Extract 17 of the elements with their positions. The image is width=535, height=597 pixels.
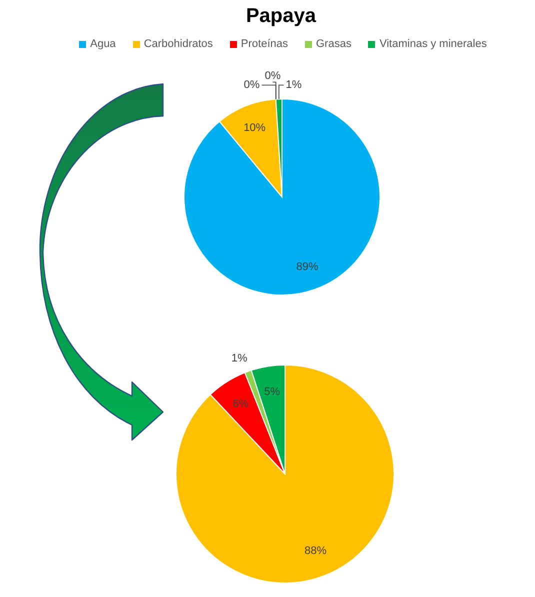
data-label: 1% xyxy=(231,352,248,364)
data-label: 88% xyxy=(304,545,327,558)
legend-label: Vitaminas y minerales xyxy=(379,38,487,50)
data-label: 10% xyxy=(244,122,266,134)
text: 0% xyxy=(264,70,281,82)
legend-label: Proteínas xyxy=(240,38,288,50)
legend-label: Carbohidratos xyxy=(144,38,213,50)
data-label: 89% xyxy=(296,261,318,274)
chart-title: Papaya xyxy=(244,5,318,28)
legend-label: Grasas xyxy=(316,38,352,50)
data-label: 1% xyxy=(286,79,302,92)
pie-slice xyxy=(176,364,394,584)
pie-slice xyxy=(184,98,380,296)
data-label: 6% xyxy=(232,398,249,410)
text: 0% xyxy=(244,79,260,92)
legend-label: Agua xyxy=(90,38,116,50)
data-label: 5% xyxy=(264,386,280,398)
